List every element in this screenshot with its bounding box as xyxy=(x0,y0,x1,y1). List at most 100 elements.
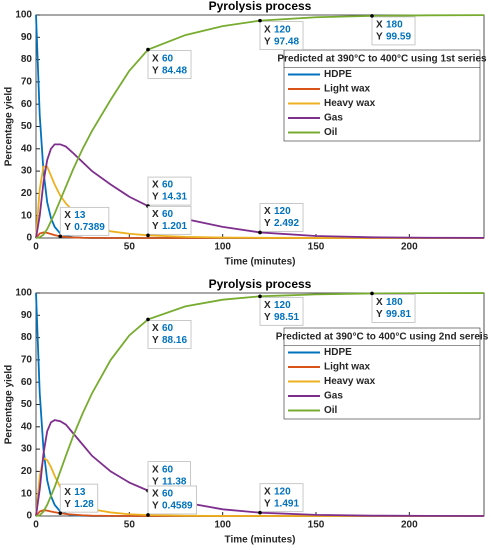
y-tick-label: 30 xyxy=(21,444,33,455)
datatip-marker xyxy=(370,14,374,18)
datatip-x-name: X xyxy=(64,487,71,498)
datatip-y-value: 84.48 xyxy=(162,65,187,76)
datatip-x-value: 60 xyxy=(162,53,174,64)
datatip: X 60Y 84.48 xyxy=(147,50,192,80)
datatip-x-name: X xyxy=(152,489,159,500)
datatip-box xyxy=(147,205,192,235)
x-tick-label: 150 xyxy=(308,520,325,531)
x-tick-label: 200 xyxy=(401,520,418,531)
legend-title: Predicted at 390°C to 400°C using 1st se… xyxy=(277,54,487,65)
datatip-x-value: 120 xyxy=(274,24,291,35)
legend-label: Oil xyxy=(324,405,338,416)
datatip-y-name: Y xyxy=(376,309,383,320)
datatip-marker xyxy=(258,18,262,23)
legend-label: Light wax xyxy=(324,84,371,95)
datatip-x-name: X xyxy=(376,297,383,308)
legend-label: Heavy wax xyxy=(324,376,376,387)
datatip-y-value: 0.4589 xyxy=(162,501,193,512)
y-axis-label: Percentage yield xyxy=(4,365,15,444)
datatip-y-value: 1.28 xyxy=(74,499,94,510)
datatip-marker xyxy=(258,294,262,299)
x-tick-label: 50 xyxy=(124,242,136,253)
y-tick-label: 0 xyxy=(26,511,32,522)
y-tick-label: 100 xyxy=(15,288,32,299)
datatip: X 60Y 0.4589 xyxy=(147,485,197,515)
datatip-y-name: Y xyxy=(376,32,383,43)
datatip-box xyxy=(147,320,192,349)
datatip-box xyxy=(59,206,110,236)
datatip-box xyxy=(259,483,304,513)
datatip-y-value: 0.7389 xyxy=(74,222,105,233)
datatip-marker xyxy=(146,513,150,517)
datatip-x-name: X xyxy=(152,209,159,220)
y-tick-label: 30 xyxy=(21,166,33,177)
datatip-marker xyxy=(258,510,262,515)
x-tick-label: 100 xyxy=(214,242,231,253)
legend-box xyxy=(283,49,481,142)
y-tick-label: 0 xyxy=(26,233,32,244)
x-tick-label: 150 xyxy=(308,242,325,253)
datatip: X 60Y 88.16 xyxy=(147,320,192,349)
x-tick-label: 100 xyxy=(214,520,231,531)
legend-label: Heavy wax xyxy=(324,98,376,109)
datatip-box xyxy=(371,16,416,46)
datatip-y-value: 11.38 xyxy=(162,476,187,487)
legend-label: Gas xyxy=(324,113,343,124)
datatip-marker xyxy=(146,47,150,52)
datatip-marker xyxy=(146,317,150,322)
datatip-y-value: 97.48 xyxy=(274,36,299,47)
datatip-box xyxy=(147,461,191,491)
x-tick-label: 0 xyxy=(33,242,39,253)
y-tick-label: 60 xyxy=(21,377,33,388)
legend-label: Gas xyxy=(324,391,343,402)
datatip-box xyxy=(259,21,304,51)
datatip-box xyxy=(259,296,304,326)
y-tick-label: 10 xyxy=(21,488,33,499)
datatip-x-value: 120 xyxy=(274,300,291,311)
legend-label: Oil xyxy=(324,127,338,138)
datatip-box xyxy=(147,485,197,515)
datatip-y-value: 99.81 xyxy=(386,309,411,320)
datatip-marker xyxy=(370,291,374,296)
datatip-x-value: 60 xyxy=(162,180,174,191)
datatip-y-value: 98.51 xyxy=(274,312,299,323)
y-tick-label: 90 xyxy=(21,310,33,321)
x-tick-label: 0 xyxy=(33,520,39,531)
y-axis-label: Percentage yield xyxy=(4,87,15,166)
datatip-y-value: 2.492 xyxy=(274,218,299,229)
datatip-x-value: 60 xyxy=(162,323,174,334)
datatip-box xyxy=(59,483,99,513)
datatip-x-name: X xyxy=(376,20,383,31)
datatip-x-value: 120 xyxy=(274,206,291,217)
datatip-y-name: Y xyxy=(152,192,159,203)
datatip-x-value: 60 xyxy=(162,464,174,475)
datatip-marker xyxy=(58,511,63,515)
datatip: X 60Y 1.201 xyxy=(147,205,192,235)
datatip-x-name: X xyxy=(152,464,159,475)
datatip-x-name: X xyxy=(264,486,271,497)
datatip-x-name: X xyxy=(152,323,159,334)
datatip-y-name: Y xyxy=(64,222,71,233)
legend-label: HDPE xyxy=(324,347,352,358)
datatip-x-value: 180 xyxy=(386,20,403,31)
datatip: X 60Y 11.38 xyxy=(147,461,191,491)
datatip-y-value: 1.201 xyxy=(162,221,187,232)
series-line xyxy=(35,419,485,517)
datatip-x-name: X xyxy=(264,24,271,35)
legend-title: Predicted at 390°C to 400°C using 2nd se… xyxy=(276,332,489,343)
y-tick-label: 50 xyxy=(21,121,33,132)
datatip-x-value: 13 xyxy=(74,210,86,221)
datatip-x-value: 13 xyxy=(74,487,86,498)
datatip-y-name: Y xyxy=(264,36,271,47)
y-tick-label: 20 xyxy=(21,466,33,477)
y-tick-label: 10 xyxy=(21,210,33,221)
datatip-box xyxy=(259,203,304,232)
y-tick-label: 80 xyxy=(21,54,33,65)
y-tick-label: 60 xyxy=(21,99,33,110)
chart-title: Pyrolysis process xyxy=(209,0,312,13)
y-tick-label: 20 xyxy=(21,188,33,199)
datatip-x-value: 60 xyxy=(162,209,174,220)
